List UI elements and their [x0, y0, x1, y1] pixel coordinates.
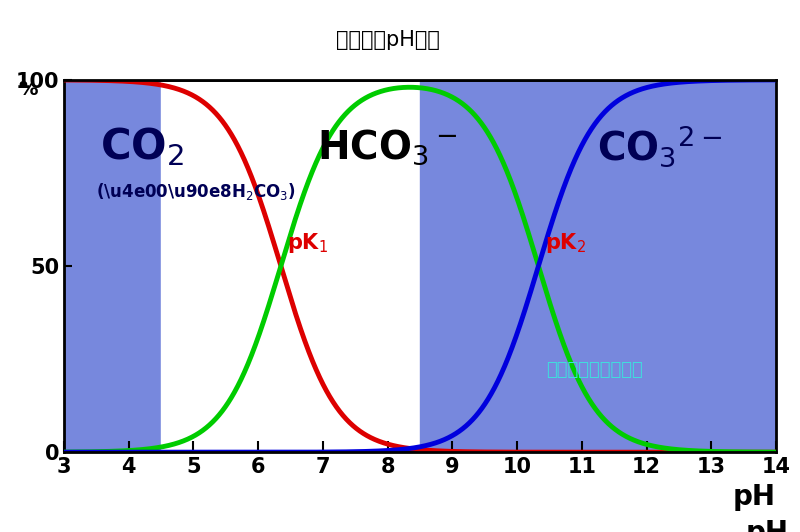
Text: pH: pH [746, 519, 789, 532]
X-axis label: pH: pH [733, 483, 776, 511]
Text: %: % [18, 80, 38, 99]
Text: CO$_2$: CO$_2$ [100, 126, 183, 168]
Text: HCO$_3$$^-$: HCO$_3$$^-$ [318, 127, 458, 167]
Bar [64, 80, 161, 452]
Text: 淡水水様pH範囲: 淡水水様pH範囲 [336, 30, 439, 50]
Text: (\u4e00\u90e8H$_2$CO$_3$): (\u4e00\u90e8H$_2$CO$_3$) [96, 181, 296, 202]
Text: pK$_2$: pK$_2$ [545, 231, 586, 255]
Text: pK$_1$: pK$_1$ [287, 231, 329, 255]
Bar [161, 80, 420, 452]
Text: アクアリウムサプリ: アクアリウムサプリ [546, 361, 643, 379]
Bar [420, 80, 776, 452]
Text: CO$_3$$^{2-}$: CO$_3$$^{2-}$ [597, 124, 722, 170]
